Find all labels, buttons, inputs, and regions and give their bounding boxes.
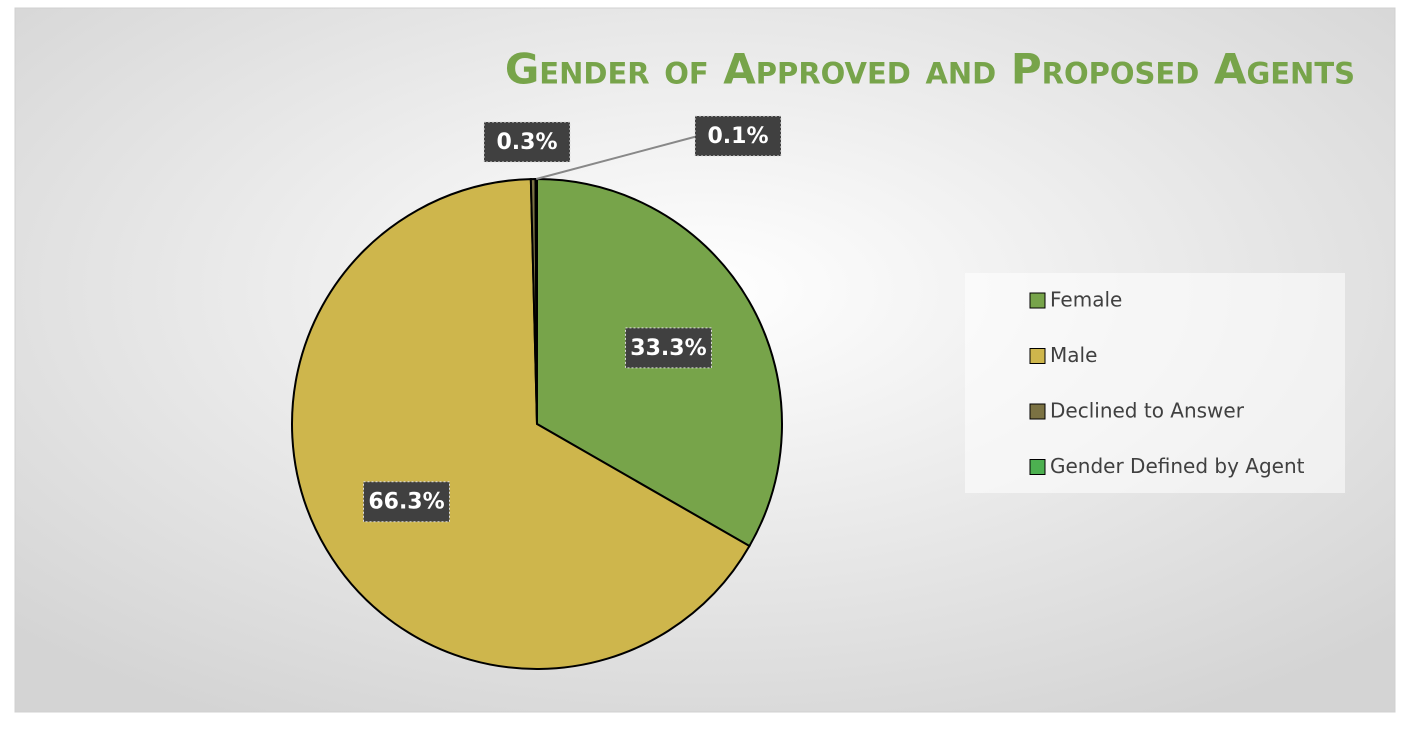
legend-swatch [1029, 403, 1046, 420]
chart-title: Gender of Approved and Proposed Agents [505, 45, 1355, 94]
pie-slice [291, 178, 751, 670]
label-box [694, 115, 782, 157]
legend-label: Female [1050, 288, 1122, 312]
legend-swatch [1029, 348, 1046, 364]
legend-label: Male [1050, 343, 1097, 367]
label-box [624, 327, 712, 369]
legend-swatch [1029, 292, 1046, 309]
data-label: 0.1% [707, 124, 768, 149]
data-label: 0.3% [496, 130, 557, 155]
label-box [362, 481, 450, 523]
label-box [483, 121, 571, 163]
leader-line [535, 135, 699, 180]
legend [965, 273, 1345, 493]
legend-swatch [1029, 459, 1046, 475]
data-label: 66.3% [368, 490, 444, 515]
legend-label: Declined to Answer [1050, 399, 1245, 423]
data-label: 33.3% [630, 336, 706, 361]
legend-label: Gender Defined by Agent [1050, 454, 1305, 478]
